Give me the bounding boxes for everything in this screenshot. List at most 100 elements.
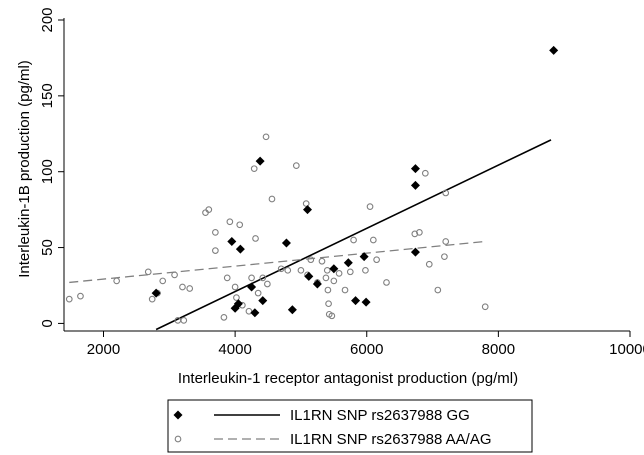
y-tick-label: 0 (39, 319, 56, 327)
data-point-aaag (421, 169, 429, 177)
legend-label-aaag: IL1RN SNP rs2637988 AA/AG (290, 431, 492, 448)
data-point-gg (410, 247, 420, 257)
data-point-aaag (318, 257, 326, 265)
data-point-gg (304, 271, 314, 281)
x-tick-label: 8000 (482, 341, 515, 358)
data-point-aaag (323, 266, 331, 274)
data-point-aaag (264, 280, 271, 288)
fit-line-gg (155, 139, 552, 331)
data-point-aaag (341, 286, 349, 294)
data-point-gg (312, 279, 322, 289)
data-point-gg (343, 258, 353, 268)
data-point-aaag (113, 277, 121, 285)
data-point-aaag (250, 165, 258, 173)
y-tick-label: 150 (39, 83, 56, 108)
y-tick-label: 100 (39, 159, 56, 184)
data-point-aaag (159, 277, 167, 285)
data-point-aaag (179, 283, 186, 291)
data-point-gg (281, 238, 291, 248)
data-point-aaag (77, 292, 84, 300)
data-point-aaag (236, 221, 244, 229)
data-point-aaag (307, 256, 315, 264)
data-point-gg (250, 308, 260, 318)
data-point-gg (247, 282, 257, 292)
data-point-aaag (442, 189, 450, 197)
data-point-aaag (322, 274, 330, 282)
legend-label-gg: IL1RN SNP rs2637988 GG (290, 407, 470, 424)
data-point-aaag (302, 200, 310, 207)
data-point-aaag (248, 274, 255, 282)
legend-marker-gg (173, 410, 183, 420)
x-axis-label: Interleukin-1 receptor antagonist produc… (178, 370, 518, 387)
data-point-aaag (186, 285, 194, 292)
data-point-aaag (212, 229, 219, 236)
data-point-aaag (65, 295, 73, 303)
data-point-aaag (205, 206, 213, 213)
data-point-gg (255, 156, 265, 166)
data-point-aaag (180, 317, 188, 324)
data-point-gg (410, 164, 420, 174)
data-point-gg (235, 244, 245, 254)
data-point-aaag (231, 283, 239, 291)
data-point-aaag (297, 266, 305, 274)
y-tick-label: 50 (39, 239, 56, 256)
data-point-aaag (212, 247, 219, 254)
data-point-aaag (277, 265, 285, 273)
data-point-aaag (441, 253, 448, 261)
data-point-aaag (383, 279, 390, 286)
data-point-gg (303, 205, 313, 215)
legend-marker-aaag (174, 435, 182, 443)
data-point-gg (410, 180, 420, 190)
data-point-aaag (284, 266, 292, 274)
data-point-aaag (481, 303, 489, 311)
data-point-aaag (366, 203, 374, 210)
data-point-aaag (148, 295, 156, 303)
data-point-aaag (328, 312, 336, 320)
data-point-aaag (416, 229, 423, 236)
data-point-aaag (346, 268, 354, 276)
data-point-aaag (411, 230, 419, 238)
data-point-aaag (369, 236, 377, 244)
data-point-aaag (171, 271, 178, 279)
data-point-aaag (252, 235, 259, 242)
data-point-gg (258, 296, 268, 306)
data-point-aaag (335, 270, 343, 277)
y-axis-label: Interleukin-1B production (pg/ml) (16, 60, 33, 278)
legend-box (167, 399, 533, 453)
y-tick-label: 200 (39, 7, 56, 32)
data-point-gg (351, 296, 361, 306)
data-point-aaag (362, 266, 369, 274)
data-point-gg (287, 305, 297, 315)
data-point-gg (361, 297, 371, 307)
data-point-aaag (350, 236, 357, 244)
data-point-aaag (144, 268, 152, 276)
x-tick-label: 6000 (350, 341, 383, 358)
data-point-gg (233, 299, 243, 309)
axes: 0 50 100 150 200 2000 4000 6000 8000 10000 (39, 7, 644, 358)
data-point-aaag (442, 238, 450, 245)
data-point-gg (549, 45, 559, 55)
data-point-aaag (259, 274, 267, 282)
legend-markers (173, 410, 280, 443)
data-point-aaag (425, 260, 433, 268)
data-point-aaag (245, 307, 253, 315)
data-point-aaag (434, 286, 442, 294)
fit-lines (69, 139, 552, 331)
data-point-aaag (325, 300, 332, 308)
data-point-aaag (373, 256, 380, 264)
data-point-aaag (233, 294, 240, 301)
x-tick-label: 4000 (218, 341, 251, 358)
data-point-gg (329, 264, 339, 274)
data-points (65, 45, 559, 324)
data-point-aaag (223, 274, 231, 282)
data-point-aaag (330, 277, 338, 285)
data-point-aaag (254, 289, 262, 297)
data-point-gg (151, 288, 161, 298)
x-tick-label: 2000 (87, 341, 120, 358)
data-point-aaag (292, 162, 300, 169)
legend: IL1RN SNP rs2637988 GG IL1RN SNP rs26379… (167, 399, 533, 453)
data-point-gg (227, 236, 237, 246)
data-point-aaag (220, 313, 228, 321)
